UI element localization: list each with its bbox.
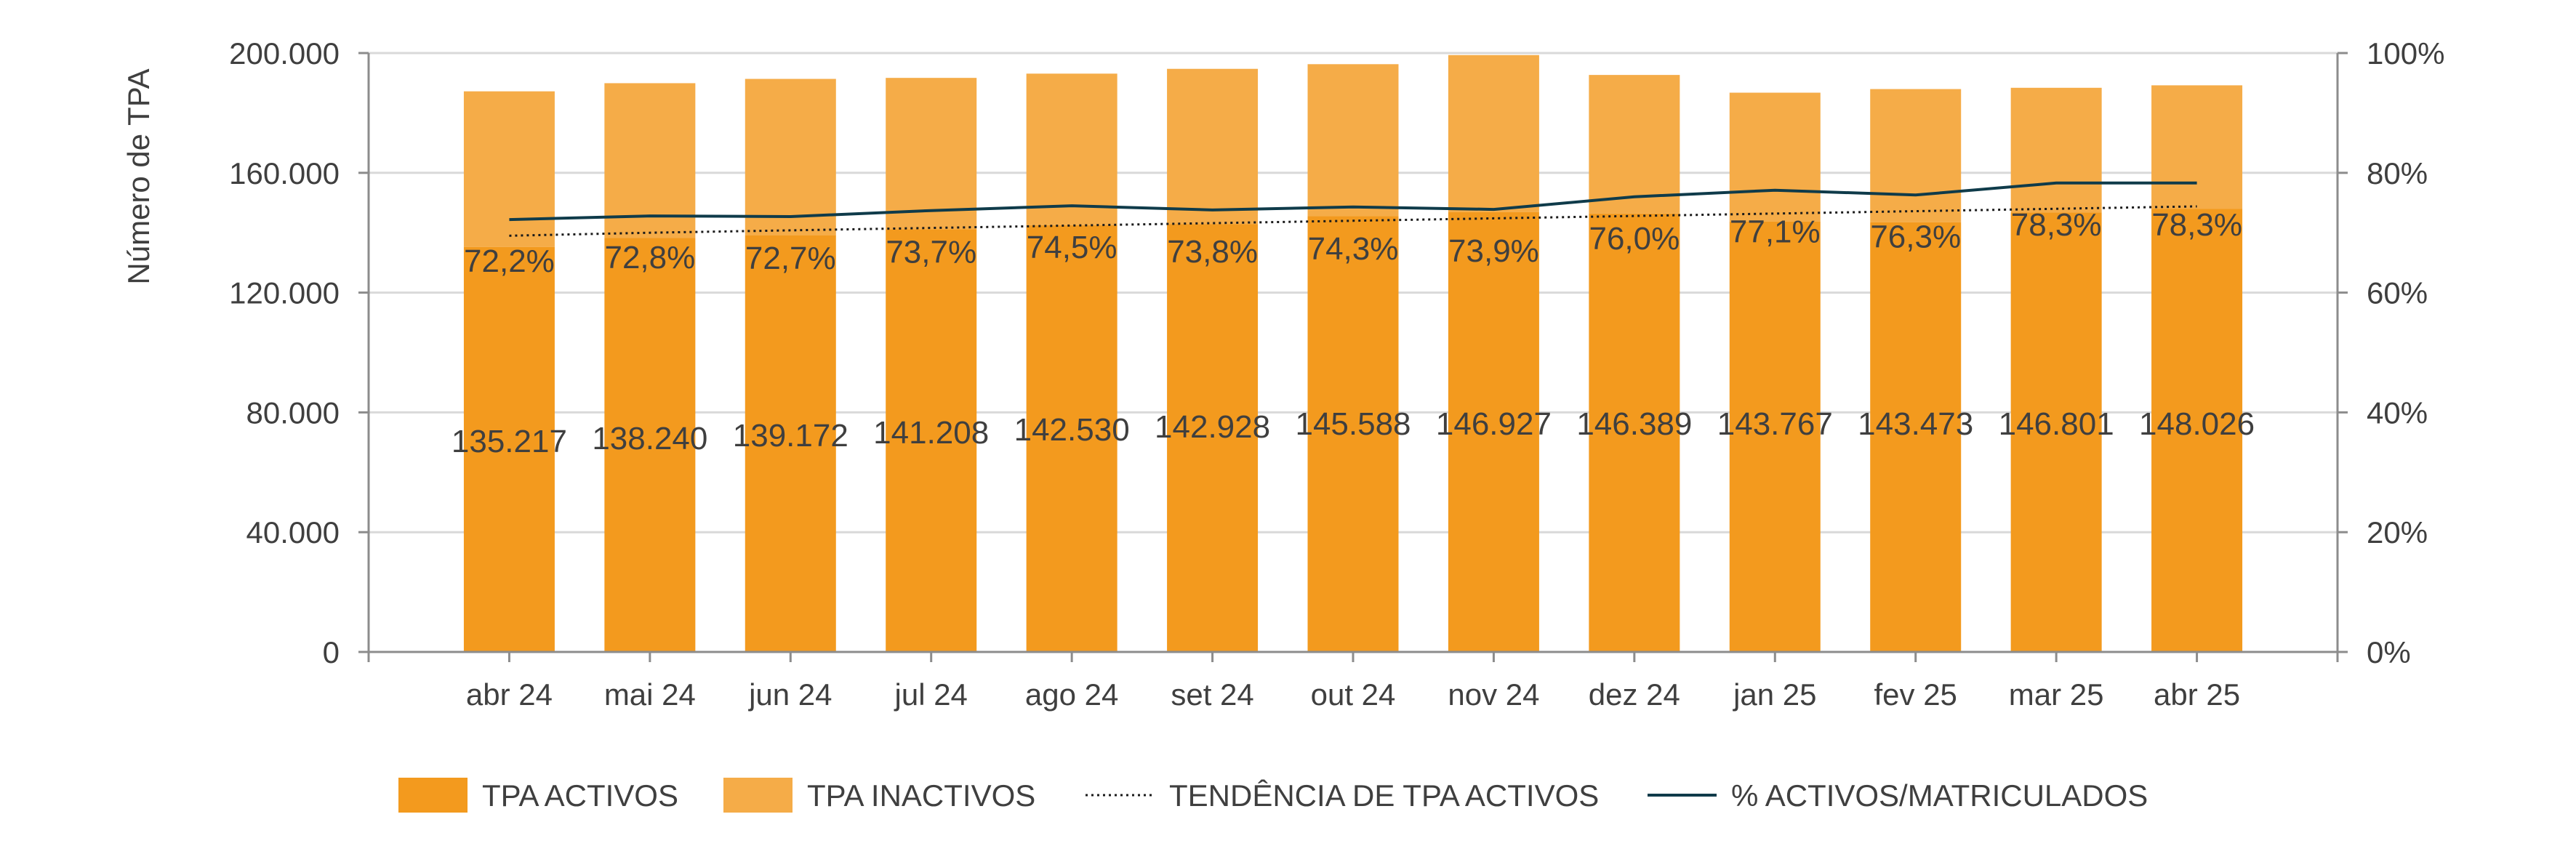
bar-tpa-inactivos bbox=[604, 83, 696, 238]
legend-label-tpa-activos: TPA ACTIVOS bbox=[482, 778, 678, 813]
percent-line bbox=[509, 181, 2197, 222]
bar-tpa-activos bbox=[1307, 216, 1399, 652]
bar-tpa-activos bbox=[463, 246, 555, 652]
percent-data-label: 73,9% bbox=[1448, 233, 1539, 269]
bar-tpa-inactivos bbox=[1589, 75, 1680, 214]
y2-tick-label: 20% bbox=[2367, 515, 2428, 549]
legend-layer: TPA ACTIVOS TPA INACTIVOS TENDÊNCIA DE TPA… bbox=[398, 778, 2148, 813]
percent-data-label: 72,8% bbox=[604, 240, 695, 275]
legend-label-percent: % ACTIVOS/MATRICULADOS bbox=[1731, 778, 2148, 813]
x-tick-label: set 24 bbox=[1171, 677, 1253, 712]
percent-data-label: 72,7% bbox=[745, 241, 836, 276]
tpa-activos-data-label: 139.172 bbox=[733, 418, 848, 454]
tpa-activos-data-label: 135.217 bbox=[452, 424, 567, 459]
bar-tpa-activos bbox=[1589, 213, 1680, 652]
bar-tpa-activos bbox=[1729, 221, 1821, 653]
x-tick-label: abr 24 bbox=[466, 677, 553, 712]
legend-swatch-tpa-activos bbox=[398, 778, 468, 813]
label-layer: 72,2% 135.217 72,8% 138.240 72,7% 139.172 73,7… bbox=[452, 207, 2255, 459]
percent-data-label: 76,0% bbox=[1589, 221, 1680, 257]
percent-data-label: 72,2% bbox=[464, 243, 555, 279]
axis-layer: 0 0% 40.000 20% 80.000 40% 120.000 60% 160.000 80… bbox=[229, 36, 2444, 712]
bar-tpa-activos bbox=[1167, 224, 1259, 653]
percent-data-label: 78,3% bbox=[2151, 207, 2242, 243]
bar-tpa-activos bbox=[1870, 222, 1962, 652]
bar-tpa-activos bbox=[886, 229, 977, 653]
legend-label-trend: TENDÊNCIA DE TPA ACTIVOS bbox=[1169, 778, 1599, 813]
x-tick-label: mar 25 bbox=[2009, 677, 2104, 712]
bar-layer bbox=[463, 55, 2243, 653]
x-tick-label: mai 24 bbox=[604, 677, 696, 712]
tpa-activos-data-label: 142.928 bbox=[1155, 409, 1270, 445]
bar-tpa-inactivos bbox=[1448, 55, 1539, 212]
bar-tpa-activos bbox=[1026, 225, 1118, 653]
tpa-activos-data-label: 142.530 bbox=[1014, 412, 1130, 448]
legend-label-tpa-inactivos: TPA INACTIVOS bbox=[807, 778, 1035, 813]
bar-tpa-inactivos bbox=[463, 91, 555, 247]
x-tick-label: nov 24 bbox=[1448, 677, 1539, 712]
y-axis-title: Número de TPA bbox=[121, 68, 156, 284]
tpa-activos-data-label: 143.767 bbox=[1717, 406, 1833, 442]
x-tick-label: fev 25 bbox=[1874, 677, 1957, 712]
bar-tpa-inactivos bbox=[1026, 73, 1118, 225]
y2-tick-label: 60% bbox=[2367, 276, 2428, 310]
tpa-activos-data-label: 145.588 bbox=[1295, 406, 1411, 442]
trend-line bbox=[509, 205, 2197, 237]
line-layer bbox=[509, 181, 2197, 237]
y2-tick-label: 100% bbox=[2367, 36, 2444, 71]
percent-data-label: 77,1% bbox=[1730, 214, 1821, 250]
y2-tick-label: 0% bbox=[2367, 635, 2411, 669]
tpa-activos-data-label: 146.389 bbox=[1576, 406, 1692, 442]
y-tick-label: 120.000 bbox=[229, 276, 340, 310]
tpa-activos-data-label: 138.240 bbox=[592, 421, 707, 456]
y-tick-label: 200.000 bbox=[229, 36, 340, 71]
x-tick-label: dez 24 bbox=[1589, 677, 1680, 712]
percent-data-label: 73,7% bbox=[886, 235, 976, 270]
y-tick-label: 80.000 bbox=[246, 395, 340, 430]
bar-tpa-inactivos bbox=[1729, 92, 1821, 222]
y-tick-label: 0 bbox=[323, 635, 340, 669]
bar-tpa-inactivos bbox=[2151, 85, 2243, 209]
legend-swatch-tpa-inactivos bbox=[723, 778, 793, 813]
bar-tpa-activos bbox=[2010, 212, 2102, 652]
x-tick-label: abr 25 bbox=[2154, 677, 2240, 712]
y-tick-label: 40.000 bbox=[246, 515, 340, 549]
percent-data-label: 78,3% bbox=[2011, 207, 2102, 243]
percent-data-label: 76,3% bbox=[1870, 219, 1961, 254]
y2-tick-label: 80% bbox=[2367, 156, 2428, 190]
tpa-activos-data-label: 143.473 bbox=[1858, 406, 1973, 442]
tpa-activos-data-label: 148.026 bbox=[2139, 406, 2255, 442]
percent-data-label: 74,5% bbox=[1027, 230, 1118, 265]
bar-tpa-inactivos bbox=[1167, 68, 1259, 225]
bar-tpa-inactivos bbox=[1870, 89, 1962, 222]
percent-data-label: 73,8% bbox=[1167, 234, 1258, 270]
x-tick-label: out 24 bbox=[1311, 677, 1396, 712]
bar-tpa-activos bbox=[1448, 212, 1539, 652]
bar-tpa-activos bbox=[745, 235, 836, 653]
x-tick-label: jun 24 bbox=[747, 677, 832, 712]
tpa-activos-data-label: 146.801 bbox=[1999, 406, 2114, 442]
x-tick-label: jan 25 bbox=[1732, 677, 1816, 712]
tpa-activos-data-label: 141.208 bbox=[873, 415, 989, 451]
y-tick-label: 160.000 bbox=[229, 156, 340, 190]
bar-tpa-inactivos bbox=[1307, 64, 1399, 217]
tpa-activos-data-label: 146.927 bbox=[1436, 406, 1552, 442]
bar-tpa-inactivos bbox=[886, 78, 977, 230]
percent-data-label: 74,3% bbox=[1308, 231, 1399, 267]
bar-tpa-activos bbox=[2151, 209, 2243, 652]
bar-tpa-activos bbox=[604, 238, 696, 653]
bar-tpa-inactivos bbox=[2010, 87, 2102, 213]
bar-tpa-inactivos bbox=[745, 78, 836, 235]
x-tick-label: ago 24 bbox=[1025, 677, 1118, 712]
y2-tick-label: 40% bbox=[2367, 395, 2428, 430]
x-tick-label: jul 24 bbox=[894, 677, 968, 712]
